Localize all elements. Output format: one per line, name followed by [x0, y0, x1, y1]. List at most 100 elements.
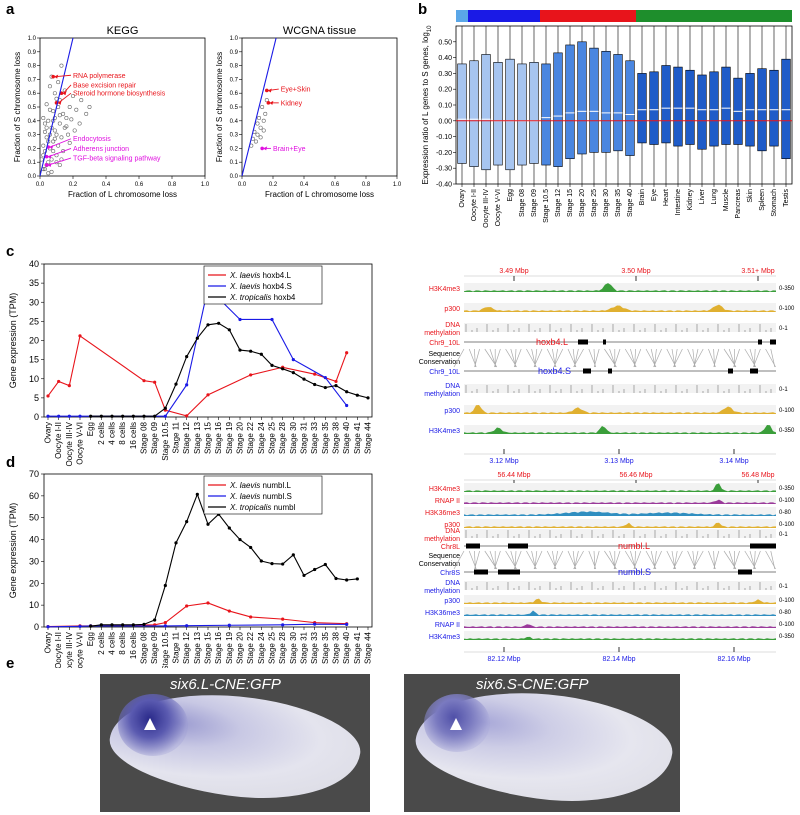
- signal-track: [464, 624, 776, 628]
- annotation-arrow: [48, 147, 72, 158]
- data-point: [42, 129, 47, 134]
- track-range: 0-1: [779, 326, 788, 332]
- series-point: [249, 373, 253, 377]
- legend-label: X. laevis hoxb4.L: [229, 271, 291, 280]
- y-tick-label: 0.2: [230, 146, 239, 152]
- box: [685, 69, 695, 145]
- x-tick-label: 1.0: [201, 182, 210, 188]
- series-point: [270, 363, 274, 367]
- x-tick-label: Heart: [663, 189, 670, 206]
- top-axis-label: 3.51+ Mbp: [741, 268, 774, 275]
- series-line: [47, 602, 347, 628]
- x-tick-label: 0.4: [300, 182, 309, 188]
- box: [721, 66, 731, 145]
- series-point: [313, 567, 317, 572]
- series-point: [345, 351, 349, 355]
- x-tick-label: Brain: [639, 189, 646, 205]
- x-tick-label: Stage 16: [214, 631, 223, 664]
- conservation-link: [453, 550, 465, 570]
- signal-track: [464, 283, 776, 292]
- conservation-link: [453, 348, 465, 368]
- track-range: 0-100: [779, 306, 795, 312]
- data-point: [42, 121, 47, 126]
- series-point: [163, 583, 167, 588]
- data-point: [47, 107, 52, 112]
- series-point: [238, 348, 242, 352]
- box: [613, 54, 623, 152]
- x-tick-label: Stage 44: [364, 631, 373, 664]
- legend-species: X. laevis: [229, 481, 260, 490]
- x-tick-label: Eye: [651, 189, 658, 201]
- track-label: p300: [444, 306, 460, 313]
- panel-label-e: e: [6, 655, 14, 672]
- conservation-link: [753, 348, 761, 368]
- signal-track: [464, 499, 776, 504]
- data-point: [261, 128, 266, 133]
- track-label: Conservation: [419, 561, 460, 568]
- data-point: [42, 149, 47, 154]
- x-tick-label: Oocyte I-II: [471, 189, 478, 221]
- exon-block: [583, 368, 591, 374]
- track-range: 0-100: [779, 598, 795, 604]
- x-tick-label: Muscle: [723, 189, 730, 211]
- track-label: DNA: [445, 580, 460, 587]
- track-background: [464, 519, 776, 528]
- x-tick-label: 0.8: [168, 182, 177, 188]
- data-point: [67, 140, 72, 145]
- right-embryo-title: six6.S-CNE:GFP: [476, 676, 589, 693]
- conservation-link: [653, 550, 662, 570]
- data-point: [52, 128, 57, 133]
- series-point: [345, 390, 349, 394]
- series-point: [355, 393, 359, 397]
- arrowhead: [49, 145, 54, 150]
- annotation-label: Endocytosis: [73, 136, 111, 143]
- track-label: Sequence: [428, 553, 460, 560]
- y-tick-label: 60: [29, 491, 39, 501]
- x-tick-label: Lung: [711, 189, 718, 205]
- x-tick-label: Stage 22: [246, 631, 255, 664]
- box: [481, 54, 491, 171]
- annotation-label: Eye+Skin: [281, 87, 311, 94]
- track-range: 0-100: [779, 408, 795, 414]
- series-point: [163, 406, 167, 410]
- x-tick-label: Stage 44: [364, 421, 373, 454]
- series-point: [131, 414, 135, 418]
- y-tick-label: -0.40: [436, 182, 452, 189]
- x-tick-label: Stage 30: [289, 631, 298, 664]
- y-tick-label: 1.0: [28, 36, 37, 42]
- numbl-expression-line-chart: 0 10 20 30 40 50 60 70 Gene expression (TPM) Ovar…: [8, 469, 373, 668]
- x-axis-label: Fraction of L chromosome loss: [265, 190, 374, 199]
- track-background: [464, 507, 776, 516]
- y-tick-label: 70: [29, 469, 39, 479]
- track-label: Chr9_10L: [429, 340, 460, 347]
- x-tick-label: Stage 16: [214, 421, 223, 454]
- y-tick-label: 0.8: [230, 64, 239, 70]
- series-point: [313, 382, 317, 387]
- x-tick-label: Stage 19: [225, 631, 234, 664]
- data-point: [66, 132, 71, 137]
- exon-block: [578, 339, 588, 345]
- conservation-link: [494, 550, 501, 570]
- series-point: [281, 367, 285, 371]
- exon-block: [728, 368, 733, 374]
- annotation-label: RNA polymerase: [73, 73, 126, 80]
- x-tick-label: Egg: [507, 189, 514, 202]
- x-tick-label: Oocyte I-II: [54, 422, 63, 459]
- data-point: [51, 149, 56, 154]
- conservation-link: [513, 348, 522, 368]
- series-point: [345, 578, 349, 582]
- y-axis-label: Fraction of S chromosome loss: [215, 52, 224, 162]
- bottom-axis-label: 3.14 Mbp: [719, 458, 748, 465]
- legend-species: X. laevis: [229, 271, 260, 280]
- x-tick-label: Egg: [86, 632, 95, 646]
- chart-title: KEGG: [107, 25, 139, 37]
- y-tick-label: 10: [29, 374, 39, 384]
- series-point: [153, 380, 157, 384]
- box: [625, 60, 635, 156]
- x-tick-label: Ovary: [44, 632, 53, 653]
- annotation-label: Brain+Eye: [273, 146, 306, 153]
- legend-label: X. laevis hoxb4.S: [229, 282, 292, 291]
- annotation-arrow: [48, 157, 72, 166]
- series-line: [90, 492, 358, 627]
- x-tick-label: Stage 28: [278, 421, 287, 454]
